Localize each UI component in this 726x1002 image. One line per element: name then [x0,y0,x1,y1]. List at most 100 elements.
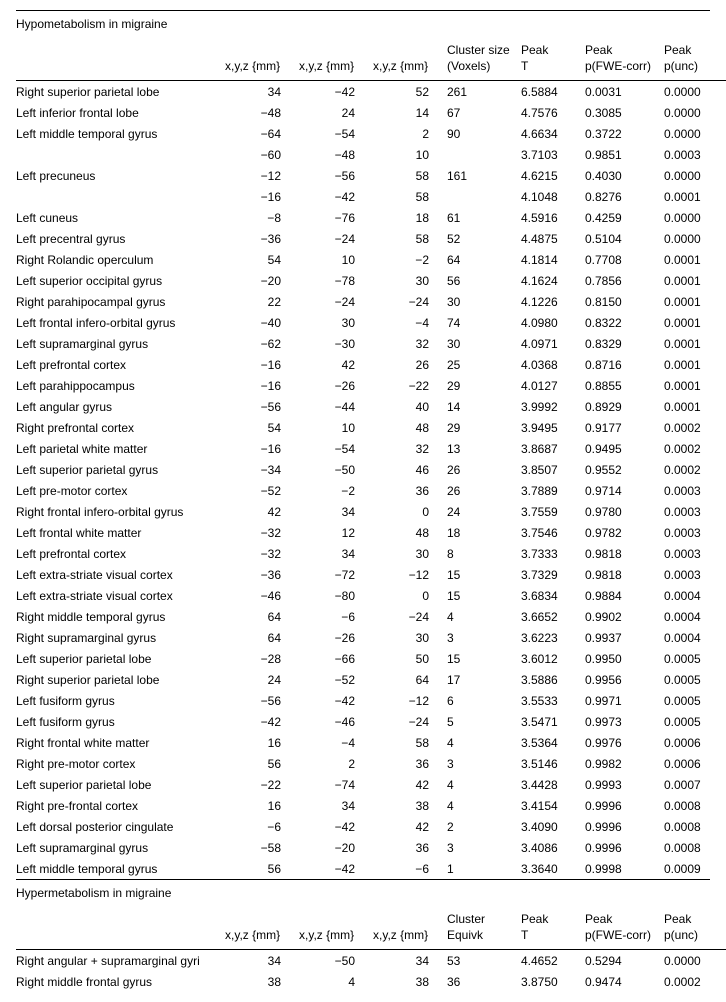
cell-z: 34 [373,950,447,972]
cell-t: 4.6215 [521,165,585,186]
table-row: Left parietal white matter165432133.8687… [16,438,726,459]
cell-t: 4.1226 [521,291,585,312]
cell-fwe: 0.9998 [585,858,664,879]
cell-region: Left superior occipital gyrus [16,270,225,291]
table-row: Left precuneus1256581614.62150.40300.000… [16,165,726,186]
cell-cluster: 14 [447,396,521,417]
table-row: Right superior parietal lobe245264173.58… [16,669,726,690]
cell-punc: 0.0001 [664,396,726,417]
cell-cluster: 67 [447,102,521,123]
column-header: PeakT [521,906,585,950]
cell-fwe: 0.4030 [585,165,664,186]
cell-t: 3.4154 [521,795,585,816]
cell-t: 3.7559 [521,501,585,522]
cell-fwe: 0.7708 [585,249,664,270]
cell-region: Left cuneus [16,207,225,228]
cell-region: Right supramarginal gyrus [16,627,225,648]
cell-t: 3.4428 [521,774,585,795]
cell-fwe: 0.9474 [585,971,664,992]
table-row: Left middle temporal gyrus64542904.66340… [16,123,726,144]
cell-t: 3.9992 [521,396,585,417]
cell-y: 42 [299,816,373,837]
table-row: Left middle temporal gyrus5642613.36400.… [16,858,726,879]
cell-punc: 0.0004 [664,627,726,648]
cell-t: 4.0368 [521,354,585,375]
cell-punc: 0.0000 [664,207,726,228]
cell-cluster: 53 [447,950,521,972]
cell-fwe: 0.9973 [585,711,664,732]
column-header: Peakp(FWE-corr) [585,906,664,950]
cell-fwe: 0.9782 [585,522,664,543]
table-row: Left dorsal posterior cingulate6424223.4… [16,816,726,837]
cell-punc: 0.0001 [664,354,726,375]
cell-punc: 0.0002 [664,438,726,459]
cell-t: 3.7889 [521,480,585,501]
cell-z: 14 [373,102,447,123]
cell-x: 34 [225,81,299,103]
cell-region: Left frontal white matter [16,522,225,543]
cell-region: Right prefrontal cortex [16,417,225,438]
cell-y: 46 [299,711,373,732]
cell-punc: 0.0000 [664,102,726,123]
cell-x: 12 [225,165,299,186]
cell-region: Left frontal infero-orbital gyrus [16,312,225,333]
cell-t: 4.7576 [521,102,585,123]
cell-cluster: 13 [447,438,521,459]
cell-cluster: 4 [447,732,521,753]
cell-region: Right middle temporal gyrus [16,606,225,627]
cell-z: 18 [373,207,447,228]
cell-t: 3.9495 [521,417,585,438]
cell-y: 20 [299,837,373,858]
cell-x: 40 [225,312,299,333]
cell-fwe: 0.9714 [585,480,664,501]
cell-x: 16 [225,375,299,396]
cell-y: 26 [299,375,373,396]
cell-z: 32 [373,438,447,459]
cell-region: Left angular gyrus [16,396,225,417]
cell-fwe: 0.9902 [585,606,664,627]
cell-t: 3.6012 [521,648,585,669]
cell-cluster: 8 [447,543,521,564]
table-row: Right middle temporal gyrus6462443.66520… [16,606,726,627]
cell-punc: 0.0009 [664,858,726,879]
cell-cluster: 90 [447,123,521,144]
cell-cluster [447,186,521,207]
cell-x: 56 [225,690,299,711]
cell-x: 6 [225,816,299,837]
cell-fwe: 0.9976 [585,732,664,753]
cell-fwe: 0.9993 [585,774,664,795]
cell-fwe: 0.8322 [585,312,664,333]
cell-fwe: 0.8276 [585,186,664,207]
cell-region [16,144,225,165]
cell-region: Right superior parietal lobe [16,81,225,103]
cell-z: 58 [373,186,447,207]
cell-cluster: 18 [447,522,521,543]
cell-cluster: 4 [447,606,521,627]
cell-cluster: 24 [447,501,521,522]
cell-x: 32 [225,543,299,564]
cell-z: 46 [373,459,447,480]
table-row: Right pre-frontal cortex16343843.41540.9… [16,795,726,816]
cell-region: Left parahippocampus [16,375,225,396]
cell-y: 26 [299,627,373,648]
table-row: Left parahippocampus162622294.01270.8855… [16,375,726,396]
cell-z: 26 [373,354,447,375]
cell-punc: 0.0006 [664,732,726,753]
cell-z: 12 [373,564,447,585]
column-header [16,37,225,81]
cell-cluster: 36 [447,971,521,992]
cell-punc: 0.0001 [664,312,726,333]
cell-fwe: 0.5294 [585,950,664,972]
table-row: Left extra-striate visual cortex46800153… [16,585,726,606]
cell-t: 4.4652 [521,950,585,972]
column-header: x,y,z {mm} [299,906,373,950]
table-row: Left supramarginal gyrus623032304.09710.… [16,333,726,354]
cell-z: 64 [373,669,447,690]
cell-t: 3.5533 [521,690,585,711]
cell-z: 36 [373,480,447,501]
table-row: Right parahipocampal gyrus222424304.1226… [16,291,726,312]
cell-z: 0 [373,501,447,522]
cell-t: 3.8507 [521,459,585,480]
cell-region: Right middle frontal gyrus [16,971,225,992]
cell-z: 6 [373,858,447,879]
